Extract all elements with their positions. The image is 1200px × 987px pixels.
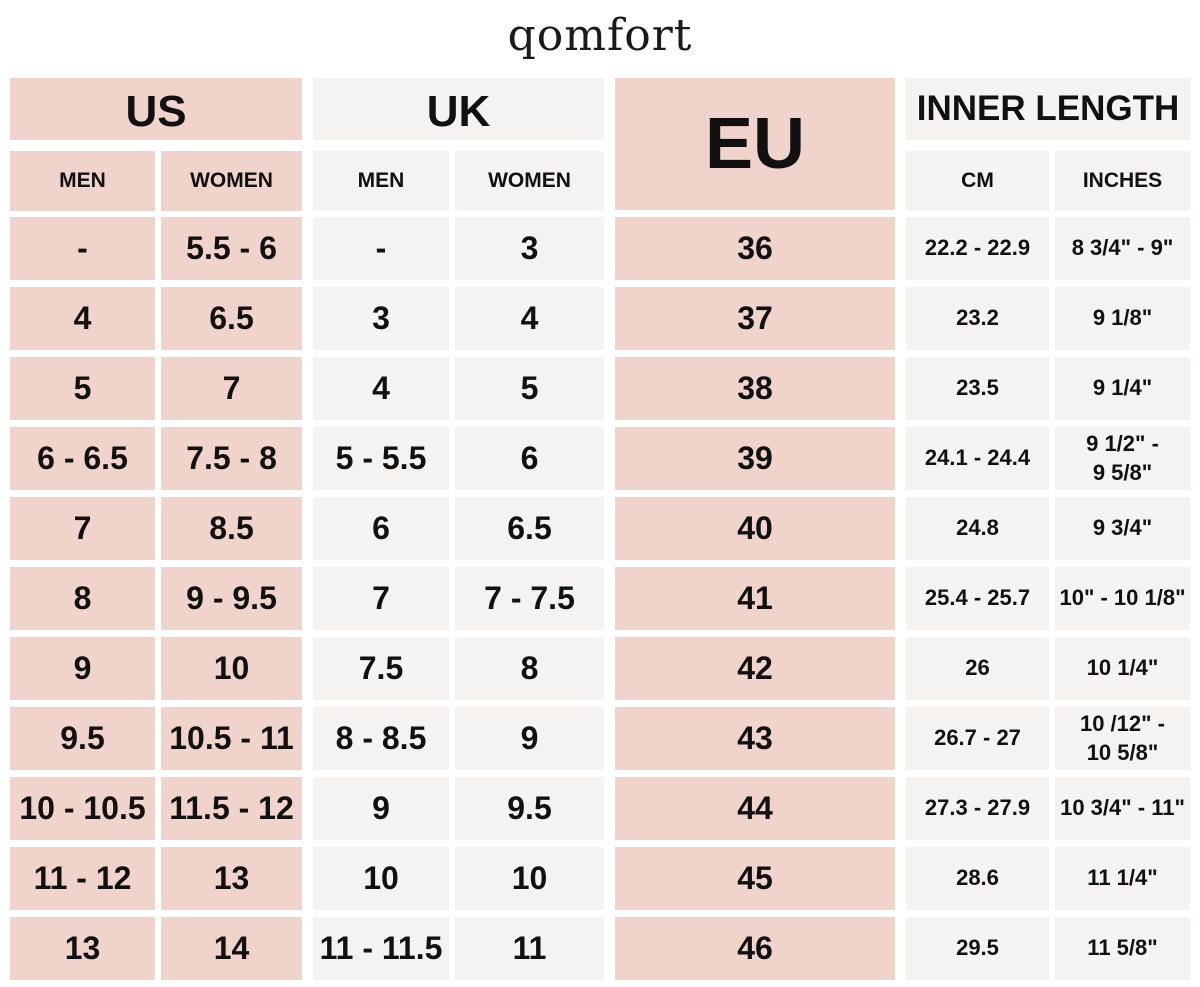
eu-cell: 40: [615, 497, 895, 560]
eu-cell: 46: [615, 917, 895, 980]
uk-women-cell: 7 - 7.5: [455, 567, 604, 630]
cm-cell: 28.6: [906, 847, 1049, 910]
us-men-cell: 11 - 12: [10, 847, 155, 910]
uk-men-cell: 9: [313, 777, 449, 840]
inches-cell: 11 5/8": [1055, 917, 1190, 980]
cm-cell: 23.5: [906, 357, 1049, 420]
uk-women-cell: 5: [455, 357, 604, 420]
uk-women-cell: 4: [455, 287, 604, 350]
uk-women-cell: 8: [455, 637, 604, 700]
us-header: US: [10, 78, 302, 140]
eu-cell: 42: [615, 637, 895, 700]
uk-women-header: WOMEN: [455, 151, 604, 211]
eu-cell: 45: [615, 847, 895, 910]
us-men-cell: 9: [10, 637, 155, 700]
inches-cell: 10 1/4": [1055, 637, 1190, 700]
us-women-cell: 13: [161, 847, 302, 910]
us-men-cell: 10 - 10.5: [10, 777, 155, 840]
us-women-cell: 8.5: [161, 497, 302, 560]
inches-header: INCHES: [1055, 151, 1190, 211]
uk-men-cell: 7.5: [313, 637, 449, 700]
inches-cell: 10 3/4" - 11": [1055, 777, 1190, 840]
us-men-header: MEN: [10, 151, 155, 211]
us-women-cell: 10.5 - 11: [161, 707, 302, 770]
inches-cell: 9 3/4": [1055, 497, 1190, 560]
us-men-cell: -: [10, 217, 155, 280]
uk-men-cell: -: [313, 217, 449, 280]
inches-cell: 10 /12" - 10 5/8": [1055, 707, 1190, 770]
uk-men-cell: 5 - 5.5: [313, 427, 449, 490]
cm-cell: 25.4 - 25.7: [906, 567, 1049, 630]
cm-cell: 27.3 - 27.9: [906, 777, 1049, 840]
cm-cell: 26: [906, 637, 1049, 700]
uk-men-cell: 4: [313, 357, 449, 420]
inches-cell: 9 1/2" - 9 5/8": [1055, 427, 1190, 490]
us-women-cell: 7.5 - 8: [161, 427, 302, 490]
inches-cell: 9 1/8": [1055, 287, 1190, 350]
uk-women-cell: 9: [455, 707, 604, 770]
eu-cell: 39: [615, 427, 895, 490]
cm-cell: 26.7 - 27: [906, 707, 1049, 770]
cm-cell: 23.2: [906, 287, 1049, 350]
uk-women-cell: 11: [455, 917, 604, 980]
us-women-cell: 11.5 - 12: [161, 777, 302, 840]
uk-women-cell: 6: [455, 427, 604, 490]
eu-cell: 43: [615, 707, 895, 770]
eu-cell: 37: [615, 287, 895, 350]
eu-cell: 41: [615, 567, 895, 630]
uk-men-cell: 7: [313, 567, 449, 630]
eu-cell: 44: [615, 777, 895, 840]
uk-men-cell: 10: [313, 847, 449, 910]
brand-logo: qomfort: [507, 10, 693, 61]
uk-men-cell: 6: [313, 497, 449, 560]
inches-cell: 8 3/4" - 9": [1055, 217, 1190, 280]
inches-cell: 11 1/4": [1055, 847, 1190, 910]
us-women-cell: 7: [161, 357, 302, 420]
us-men-cell: 8: [10, 567, 155, 630]
uk-men-header: MEN: [313, 151, 449, 211]
uk-men-cell: 8 - 8.5: [313, 707, 449, 770]
cm-cell: 22.2 - 22.9: [906, 217, 1049, 280]
cm-cell: 24.1 - 24.4: [906, 427, 1049, 490]
eu-cell: 38: [615, 357, 895, 420]
uk-women-cell: 9.5: [455, 777, 604, 840]
inches-cell: 10" - 10 1/8": [1055, 567, 1190, 630]
cm-cell: 24.8: [906, 497, 1049, 560]
us-men-cell: 13: [10, 917, 155, 980]
us-men-cell: 6 - 6.5: [10, 427, 155, 490]
cm-cell: 29.5: [906, 917, 1049, 980]
us-women-cell: 10: [161, 637, 302, 700]
uk-men-cell: 3: [313, 287, 449, 350]
us-women-cell: 14: [161, 917, 302, 980]
inches-cell: 9 1/4": [1055, 357, 1190, 420]
us-women-cell: 5.5 - 6: [161, 217, 302, 280]
us-women-cell: 9 - 9.5: [161, 567, 302, 630]
cm-header: CM: [906, 151, 1049, 211]
us-women-header: WOMEN: [161, 151, 302, 211]
uk-men-cell: 11 - 11.5: [313, 917, 449, 980]
uk-women-cell: 10: [455, 847, 604, 910]
eu-cell: 36: [615, 217, 895, 280]
us-men-cell: 4: [10, 287, 155, 350]
uk-women-cell: 3: [455, 217, 604, 280]
uk-women-cell: 6.5: [455, 497, 604, 560]
us-men-cell: 9.5: [10, 707, 155, 770]
us-men-cell: 7: [10, 497, 155, 560]
inner-length-header: INNER LENGTH: [906, 78, 1190, 140]
us-women-cell: 6.5: [161, 287, 302, 350]
uk-header: UK: [313, 78, 604, 140]
us-men-cell: 5: [10, 357, 155, 420]
eu-header: EU: [615, 78, 895, 210]
